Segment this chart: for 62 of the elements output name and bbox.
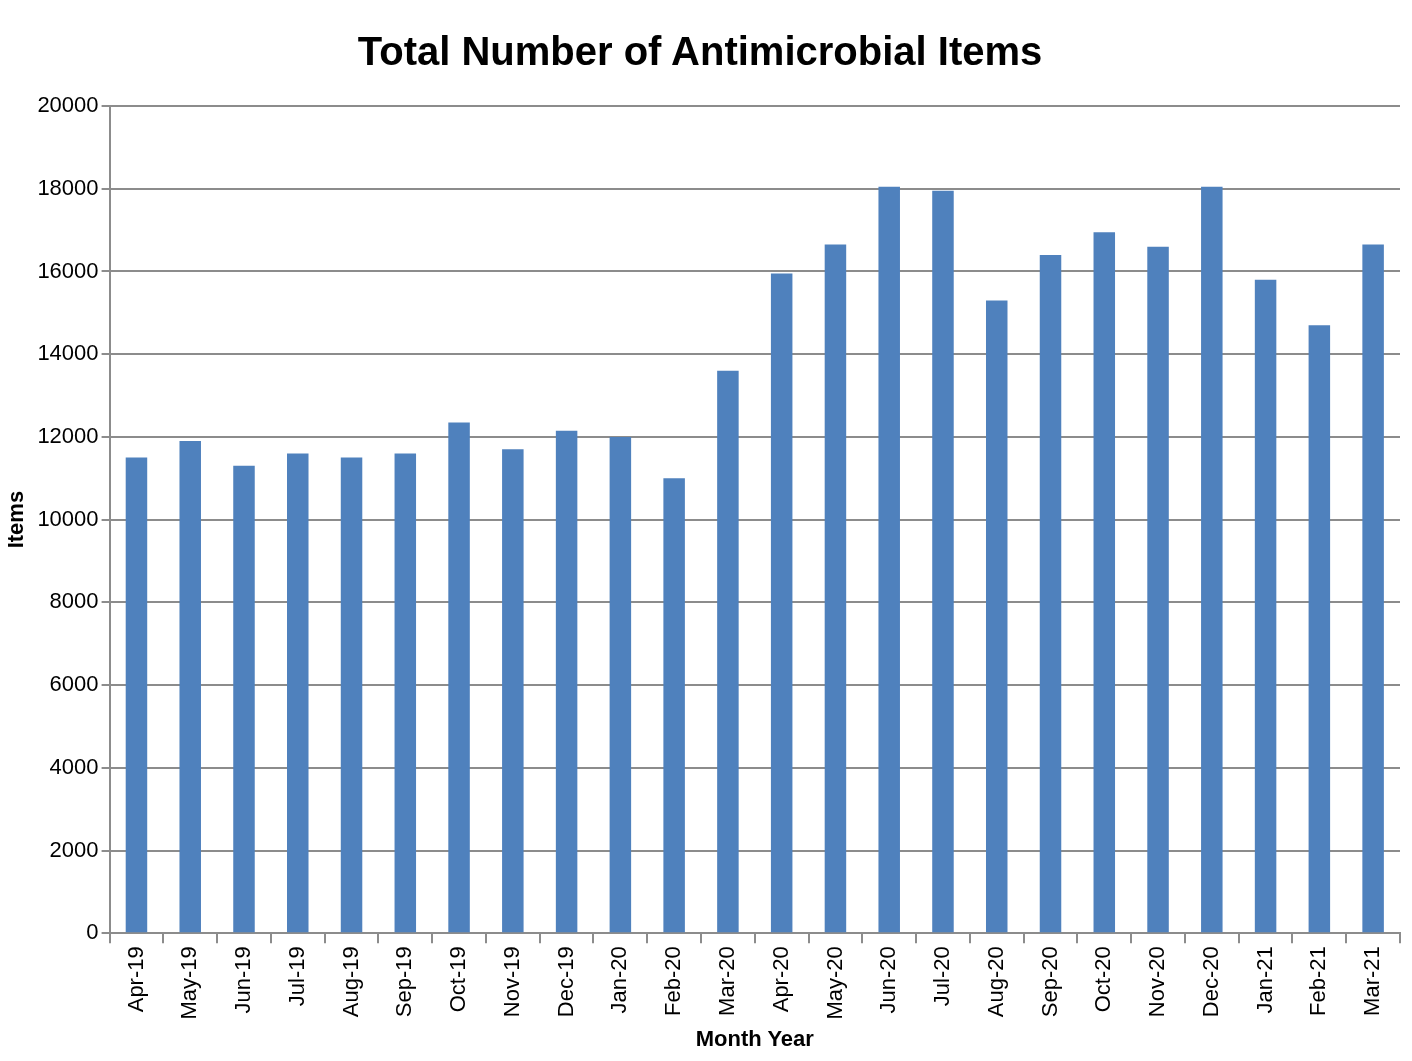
x-tick-label: Dec-20 <box>1197 946 1223 1018</box>
bar <box>179 441 201 933</box>
y-tick-label: 10000 <box>37 505 99 531</box>
bar <box>609 436 632 933</box>
x-axis-title: Month Year <box>695 1025 815 1051</box>
bar <box>932 190 954 933</box>
x-tick-label: Apr-20 <box>767 946 793 1013</box>
y-tick-label: 18000 <box>37 174 99 200</box>
y-tick-label: 0 <box>86 919 99 945</box>
x-tick-label: Apr-19 <box>122 946 148 1013</box>
x-tick-label: Nov-20 <box>1144 946 1170 1018</box>
x-tick-label: Jul-19 <box>283 946 309 1007</box>
bar <box>1039 254 1062 933</box>
bar <box>824 244 847 933</box>
x-tick-label: Jan-20 <box>606 946 632 1014</box>
x-tick-label: Aug-20 <box>982 946 1008 1018</box>
bar <box>878 186 900 933</box>
bar <box>448 422 470 933</box>
x-tick-label: May-20 <box>821 946 847 1020</box>
bar <box>717 370 739 933</box>
bar <box>770 273 793 933</box>
y-tick-label: 12000 <box>37 422 99 448</box>
bar <box>985 300 1008 933</box>
y-tick-label: 6000 <box>49 671 99 697</box>
bar <box>1147 246 1169 933</box>
bar <box>1201 186 1223 933</box>
y-tick-label: 8000 <box>49 588 99 614</box>
x-tick-label: Feb-20 <box>660 946 686 1016</box>
x-tick-label: Jun-19 <box>230 946 256 1014</box>
x-tick-label: Jul-20 <box>929 946 955 1007</box>
bar <box>125 457 148 933</box>
bar <box>1362 244 1384 933</box>
y-axis-title: Items <box>3 490 29 549</box>
x-tick-label: May-19 <box>176 946 202 1020</box>
x-tick-label: Sep-20 <box>1036 946 1062 1018</box>
y-tick-label: 4000 <box>49 753 99 779</box>
y-tick-label: 14000 <box>37 340 99 366</box>
x-tick-label: Nov-19 <box>498 946 524 1018</box>
x-tick-label: Feb-21 <box>1305 946 1331 1016</box>
x-tick-label: Sep-19 <box>391 946 417 1018</box>
y-tick-label: 16000 <box>37 257 99 283</box>
x-tick-label: Dec-19 <box>552 946 578 1018</box>
bar <box>1093 232 1116 933</box>
y-tick-label: 20000 <box>37 92 99 118</box>
bar <box>555 430 578 933</box>
bar <box>502 449 524 933</box>
bar <box>1308 325 1331 933</box>
bar <box>394 453 417 933</box>
x-tick-label: Aug-19 <box>337 946 363 1018</box>
bar <box>233 465 255 933</box>
x-tick-label: Jun-20 <box>875 946 901 1014</box>
bar <box>340 457 363 933</box>
x-tick-label: Oct-20 <box>1090 946 1116 1013</box>
chart-title: Total Number of Antimicrobial Items <box>357 29 1043 74</box>
bar <box>663 478 685 933</box>
x-tick-label: Mar-21 <box>1359 946 1385 1016</box>
bar <box>287 453 309 933</box>
x-tick-label: Jan-21 <box>1251 946 1277 1014</box>
y-tick-label: 2000 <box>49 836 99 862</box>
x-tick-label: Mar-20 <box>713 946 739 1016</box>
x-tick-label: Oct-19 <box>445 946 471 1013</box>
bar <box>1254 279 1277 933</box>
